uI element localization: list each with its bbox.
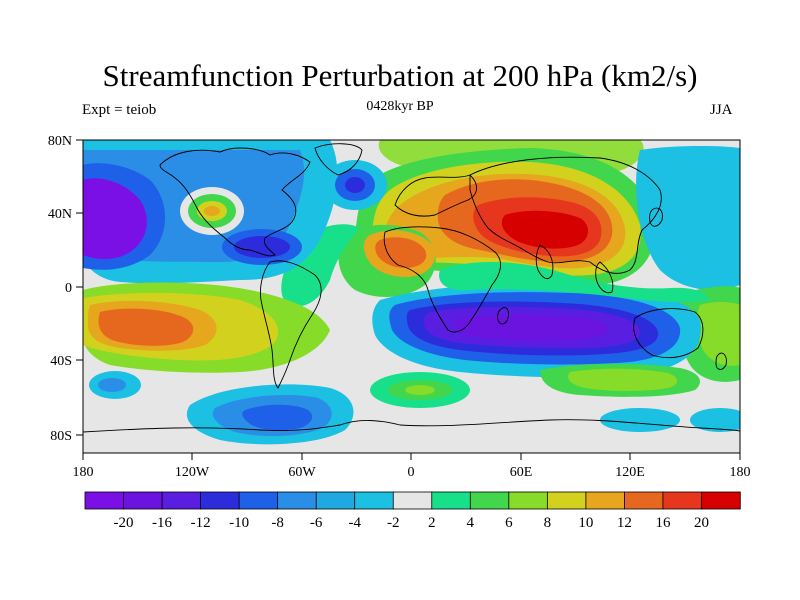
colorbar-swatch [508, 491, 549, 510]
colorbar-label: -8 [271, 515, 284, 531]
lon-tick-label: 180 [730, 465, 751, 480]
lon-axis: 180 120W 60W 0 60E 120E 180 [73, 453, 751, 480]
lon-tick-label: 180 [73, 465, 94, 480]
contour-caribbean-darkblue [234, 236, 290, 258]
contour-sw-lightblue [600, 408, 680, 432]
colorbar-label: 20 [694, 515, 709, 531]
contour-field [83, 140, 740, 453]
colorbar-swatch [161, 491, 202, 510]
lat-axis: 80N 40N 0 40S 80S [48, 134, 83, 444]
lat-tick-label: 40S [50, 354, 72, 369]
colorbar-label: 8 [544, 515, 552, 531]
coast-japan [649, 207, 663, 227]
lat-tick-label: 80N [48, 134, 72, 149]
colorbar-swatch [84, 491, 125, 510]
coast-north-america [159, 147, 311, 257]
contour-africa-darkorange [375, 237, 427, 268]
colorbar-swatch [469, 491, 510, 510]
colorbar-swatch [123, 491, 163, 510]
contour-sp-darkorange [98, 308, 194, 346]
colorbar-label: -10 [229, 515, 249, 531]
lon-tick-label: 120E [615, 465, 645, 480]
coast-india [535, 244, 554, 280]
colorbar-label: -16 [152, 515, 172, 531]
coast-new-zealand [715, 352, 727, 370]
lon-tick-label: 60W [288, 465, 316, 480]
colorbar-swatch [624, 491, 664, 510]
lat-tick-label: 40N [48, 207, 72, 222]
contour-sio-core [454, 314, 608, 342]
contour-cell-orange [204, 206, 220, 216]
colorbar-label: 6 [505, 515, 513, 531]
colorbar-swatch [392, 491, 433, 510]
coast-south-america [259, 260, 322, 389]
colorbar-label: -2 [387, 515, 400, 531]
contour-tropic-green [439, 261, 710, 303]
colorbar-label: 2 [428, 515, 436, 531]
colorbar-swatch [315, 491, 356, 510]
experiment-label: Expt = teiob [82, 102, 157, 118]
colorbar-swatch [238, 491, 279, 510]
colorbar-swatch [546, 491, 587, 510]
colorbar-label: -4 [348, 515, 361, 531]
colorbar-label: 10 [578, 515, 593, 531]
coast-africa [383, 226, 502, 333]
colorbar-swatch [277, 491, 317, 510]
coast-southeast-asia [595, 261, 614, 294]
contour-natl-darkblue [345, 177, 365, 193]
season-label: JJA [710, 102, 733, 118]
coast-australia [633, 308, 704, 359]
colorbar-label: 16 [655, 515, 671, 531]
coast-madagascar [497, 307, 509, 325]
lon-tick-label: 0 [408, 465, 415, 480]
contour-antarctic-darkblue [242, 404, 313, 431]
coast-antarctica [82, 419, 741, 433]
colorbar-swatch [662, 491, 703, 510]
lon-tick-label: 120W [175, 465, 210, 480]
colorbar-label: -12 [191, 515, 211, 531]
coast-greenland [314, 143, 363, 176]
contour-np-east-lightblue [636, 145, 740, 290]
colorbar-label: 12 [617, 515, 632, 531]
lat-tick-label: 0 [65, 281, 72, 296]
contour-sio-south-yellow [568, 368, 677, 391]
colorbar: -20 -16 -12 -10 -8 -6 -4 -2 2 4 6 8 10 12 16 20 [84, 491, 741, 531]
contour-se-lightblue [690, 408, 740, 432]
coast-europe [394, 174, 477, 217]
colorbar-swatch [200, 491, 240, 510]
contour-satl-yellow [405, 385, 435, 395]
colorbar-label: -6 [310, 515, 323, 531]
colorbar-swatch [701, 491, 741, 510]
lon-tick-label: 60E [510, 465, 533, 480]
coastlines [82, 143, 741, 433]
colorbar-label: 4 [467, 515, 475, 531]
time-label: 0428kyr BP [366, 99, 434, 114]
contour-asia-max [501, 210, 589, 249]
lat-tick-label: 80S [50, 429, 72, 444]
contour-sp-small-blue2 [98, 378, 126, 392]
colorbar-label: -20 [114, 515, 134, 531]
plot-title: Streamfunction Perturbation at 200 hPa (… [102, 58, 698, 93]
colorbar-swatch [431, 491, 471, 510]
colorbar-swatch [354, 491, 394, 510]
contour-np-purple-west [83, 178, 147, 260]
coast-asia [469, 156, 662, 274]
colorbar-swatch [585, 491, 626, 510]
contour-swp-yellow [696, 301, 740, 366]
